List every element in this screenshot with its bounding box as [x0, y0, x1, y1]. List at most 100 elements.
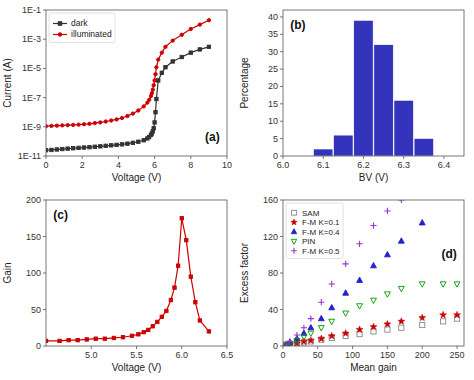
legend-label: illuminated — [71, 29, 112, 39]
point — [155, 66, 158, 69]
y-axis-label: Excess factor — [239, 242, 250, 303]
plot-area — [46, 19, 211, 152]
legend-item: illuminated — [53, 29, 112, 39]
bar — [414, 139, 433, 156]
point — [93, 145, 96, 148]
point — [103, 337, 106, 340]
point — [294, 332, 300, 338]
y-tick-label: 30 — [268, 47, 278, 57]
point — [398, 200, 404, 203]
point — [67, 338, 70, 341]
point — [154, 111, 157, 114]
x-axis-label: Voltage (V) — [112, 172, 161, 183]
x-tick — [118, 156, 119, 159]
y-tick-label: 15 — [268, 99, 278, 109]
y-tick-label: 100 — [26, 268, 41, 278]
point — [301, 325, 307, 331]
point — [419, 282, 425, 287]
point — [66, 123, 69, 126]
y-tick-label: 150 — [26, 232, 41, 242]
point — [164, 45, 167, 48]
legend-label: SAM — [302, 209, 320, 218]
point — [454, 282, 460, 287]
point — [61, 124, 64, 127]
x-tick — [317, 346, 318, 349]
point — [104, 144, 107, 147]
x-tick — [443, 156, 444, 159]
x-tick — [403, 156, 404, 159]
point — [165, 309, 168, 312]
point — [99, 145, 102, 148]
point — [356, 241, 362, 247]
point — [160, 315, 163, 318]
point — [147, 328, 150, 331]
bar — [314, 149, 333, 156]
y-tick — [43, 236, 46, 237]
point — [61, 147, 64, 150]
y-tick-label: 0 — [273, 151, 278, 161]
point — [147, 98, 150, 101]
x-tick-label: 8 — [188, 160, 193, 170]
legend-box — [286, 203, 343, 259]
x-tick — [82, 156, 83, 159]
point — [343, 261, 349, 267]
y-axis-label: Percentage — [239, 57, 250, 109]
y-tick-label: 1E-9 — [22, 122, 41, 132]
point — [115, 143, 118, 146]
point — [176, 264, 179, 267]
point — [454, 311, 461, 318]
y-tick — [280, 86, 283, 87]
panel: 02468101E-111E-91E-71E-51E-31E-1Voltage … — [2, 5, 232, 183]
point — [441, 319, 446, 324]
x-axis-label: Mean gain — [350, 362, 397, 373]
x-tick-label: 50 — [313, 350, 323, 360]
point — [318, 326, 324, 331]
point — [109, 144, 112, 147]
point — [198, 319, 201, 322]
x-tick-label: 6 — [152, 160, 157, 170]
y-axis-label: Current (A) — [2, 58, 13, 107]
x-tick-label: 6.5 — [221, 350, 234, 360]
x-tick-label: 2 — [80, 160, 85, 170]
y-tick — [43, 10, 46, 11]
plot-background — [283, 200, 464, 346]
legend-marker — [58, 22, 62, 26]
point — [171, 60, 174, 63]
x-tick — [136, 346, 137, 349]
point — [71, 147, 74, 150]
point — [384, 252, 390, 257]
x-tick-label: 10 — [222, 160, 232, 170]
point — [55, 148, 58, 151]
axes: 05010015020025004080120160Mean gainExces… — [239, 195, 465, 373]
y-tick — [280, 200, 283, 201]
x-tick — [190, 156, 191, 159]
point — [154, 73, 157, 76]
y-tick — [280, 121, 283, 122]
x-tick-label: 0 — [280, 350, 285, 360]
point — [151, 325, 154, 328]
point — [294, 338, 300, 343]
x-tick-label: 5.5 — [130, 350, 143, 360]
y-tick-label: 25 — [268, 64, 278, 74]
x-axis-label: Voltage (V) — [112, 362, 161, 373]
x-tick-label: 6.4 — [438, 160, 451, 170]
plot-frame — [46, 10, 227, 156]
point — [343, 311, 349, 316]
point — [169, 298, 172, 301]
point — [173, 286, 176, 289]
legend: darkilluminated — [49, 13, 115, 42]
point — [419, 314, 426, 321]
point — [142, 105, 145, 108]
legend-item: F-M K=0.5 — [291, 247, 340, 256]
point — [307, 337, 314, 344]
legend-marker — [291, 239, 296, 244]
point — [371, 262, 377, 267]
y-tick — [43, 97, 46, 98]
point — [308, 316, 314, 322]
y-tick-label: 50 — [31, 305, 41, 315]
point — [142, 330, 145, 333]
legend-marker — [291, 248, 297, 254]
plot-frame — [46, 200, 227, 346]
x-tick-label: 200 — [415, 350, 430, 360]
point — [137, 140, 140, 143]
